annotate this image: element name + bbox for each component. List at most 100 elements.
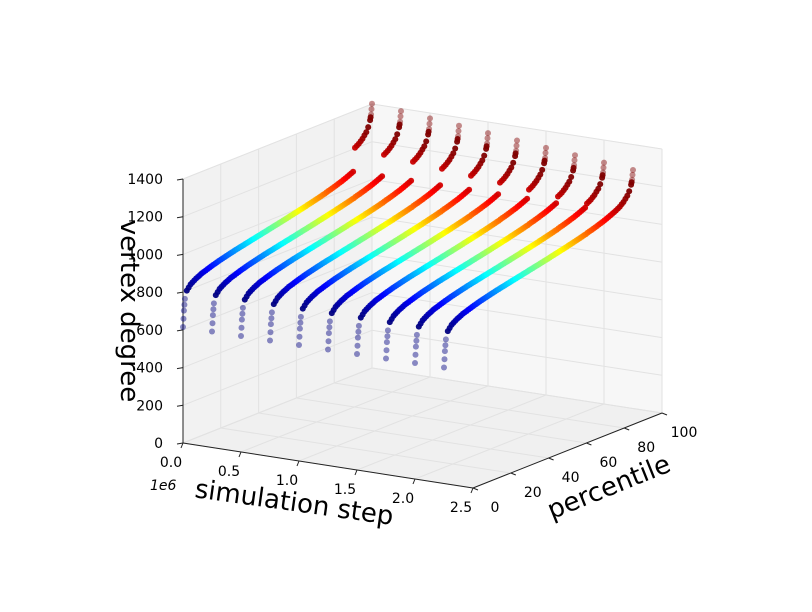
data-point xyxy=(383,355,389,362)
data-point xyxy=(624,192,631,199)
data-point xyxy=(455,128,462,134)
data-point xyxy=(267,329,274,336)
data-point xyxy=(209,328,215,335)
data-point xyxy=(412,360,418,366)
grid-line-step xyxy=(240,376,431,453)
data-point xyxy=(297,319,304,326)
data-point xyxy=(267,321,274,328)
data-point xyxy=(485,130,491,137)
data-point xyxy=(369,100,375,107)
data-point xyxy=(355,328,362,335)
data-point xyxy=(398,108,404,115)
data-point xyxy=(363,129,370,136)
grid-line-degree xyxy=(182,103,373,180)
data-point xyxy=(210,300,217,307)
data-point xyxy=(484,140,491,147)
data-point xyxy=(513,142,520,149)
data-point xyxy=(426,126,433,132)
data-point xyxy=(442,336,449,343)
data-point xyxy=(542,155,549,161)
tick-labels: 0.00.51.01.52.02.5 0204060801000200400600… xyxy=(127,172,697,516)
data-point xyxy=(595,185,602,192)
data-point xyxy=(354,351,360,357)
data-point xyxy=(481,152,488,159)
data-point xyxy=(628,179,635,186)
data-point xyxy=(600,169,607,176)
data-point xyxy=(442,342,449,349)
z-tick-label: 0 xyxy=(154,436,163,452)
data-point xyxy=(326,318,333,325)
x-tick-label: 2.0 xyxy=(392,491,414,507)
z-tick xyxy=(176,442,184,445)
series-step xyxy=(325,137,520,353)
data-point xyxy=(368,111,375,118)
data-point xyxy=(209,312,216,319)
data-point xyxy=(466,186,473,193)
data-point xyxy=(238,333,244,339)
y-tick xyxy=(510,472,516,476)
data-point xyxy=(392,136,399,143)
data-point xyxy=(296,342,302,348)
data-point xyxy=(354,334,361,341)
data-point xyxy=(508,164,515,171)
data-point xyxy=(267,337,273,344)
data-point xyxy=(597,181,604,188)
data-point xyxy=(210,306,217,313)
data-point xyxy=(268,315,275,322)
data-point xyxy=(354,342,361,349)
grid-line-degree xyxy=(182,254,373,331)
series-step xyxy=(354,144,549,357)
data-point xyxy=(180,324,186,330)
data-point xyxy=(629,171,636,178)
data-point xyxy=(296,333,303,340)
data-point xyxy=(397,118,404,125)
data-point xyxy=(542,149,549,156)
data-point xyxy=(450,150,457,157)
data-point xyxy=(553,200,560,207)
y-tick-label: 100 xyxy=(671,425,698,441)
z-tick xyxy=(176,367,184,370)
y-tick-label: 80 xyxy=(637,440,655,456)
series-step xyxy=(296,130,491,348)
axis-lines xyxy=(176,178,668,494)
data-point xyxy=(423,138,430,145)
series-step xyxy=(441,167,636,371)
data-point xyxy=(484,135,491,142)
series-step xyxy=(180,100,375,330)
data-point xyxy=(412,351,419,358)
grid-line-step xyxy=(356,394,547,471)
data-point xyxy=(350,168,357,175)
data-point xyxy=(572,152,578,159)
grid-line-percentile xyxy=(220,427,511,474)
data-point xyxy=(570,164,577,171)
x-tick xyxy=(238,451,242,458)
y-tick-label: 0 xyxy=(491,500,500,516)
data-point xyxy=(239,304,246,311)
z-tick-label: 1000 xyxy=(127,247,163,263)
data-point xyxy=(368,106,375,113)
z-tick-label: 1400 xyxy=(127,172,163,188)
series-step xyxy=(412,159,607,366)
z-tick xyxy=(176,178,184,181)
x-tick xyxy=(412,478,416,485)
data-point xyxy=(571,157,578,164)
x-axis-line xyxy=(182,442,474,489)
data-point xyxy=(425,128,432,135)
data-point xyxy=(239,310,246,317)
data-point xyxy=(524,195,531,202)
data-point xyxy=(238,316,245,323)
data-point xyxy=(483,143,490,150)
data-point xyxy=(181,301,188,308)
data-point xyxy=(384,333,391,340)
x-tick-label: 1.5 xyxy=(334,482,356,498)
z-tick xyxy=(176,404,184,407)
data-point xyxy=(379,173,386,180)
y-tick-label: 20 xyxy=(524,485,542,501)
data-point xyxy=(454,136,461,142)
data-point xyxy=(537,171,544,178)
data-point xyxy=(383,339,390,346)
data-point xyxy=(297,313,304,320)
z-tick-label: 1200 xyxy=(127,210,163,226)
z-axis-label: vertex degree xyxy=(114,220,144,403)
